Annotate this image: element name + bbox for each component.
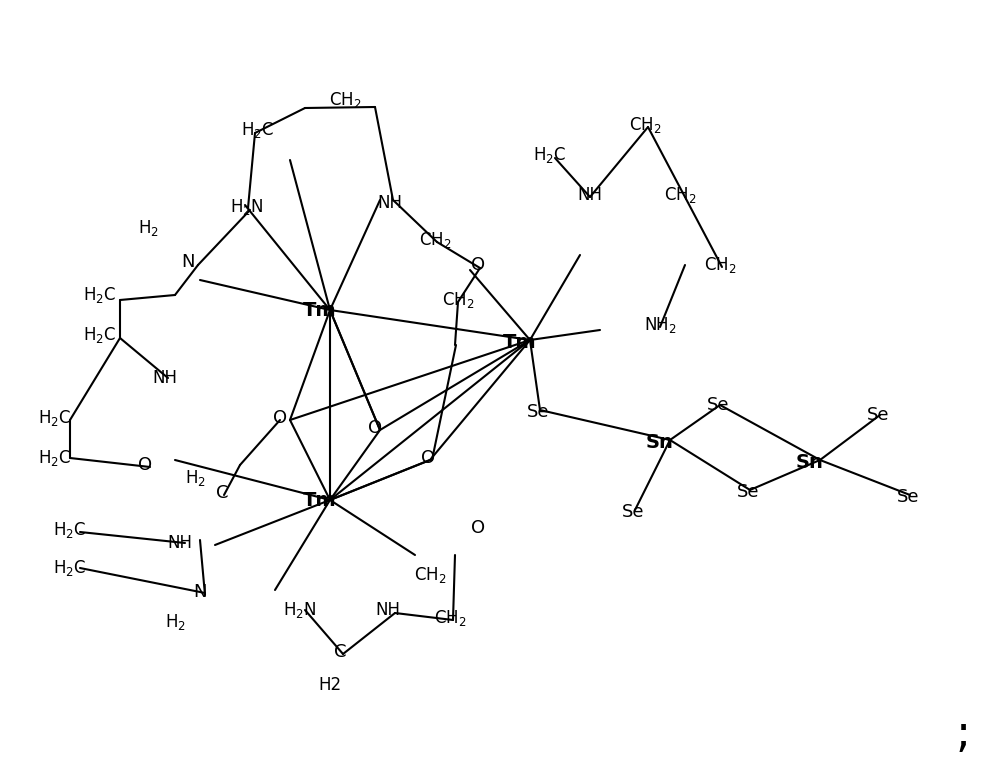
Text: H$_2$C: H$_2$C [38, 408, 72, 428]
Text: O: O [421, 449, 435, 467]
Text: O: O [138, 456, 152, 474]
Text: Se: Se [897, 488, 919, 506]
Text: CH$_2$: CH$_2$ [704, 255, 736, 275]
Text: H$_2$C: H$_2$C [53, 520, 87, 540]
Text: H$_2$C: H$_2$C [533, 145, 567, 165]
Text: H$_2$: H$_2$ [165, 612, 185, 632]
Text: N: N [193, 583, 207, 601]
Text: CH$_2$: CH$_2$ [414, 565, 446, 585]
Text: Se: Se [737, 483, 759, 501]
Text: C: C [334, 643, 346, 661]
Text: CH$_2$: CH$_2$ [664, 185, 696, 205]
Text: NH: NH [152, 369, 178, 387]
Text: H$_2$C: H$_2$C [53, 558, 87, 578]
Text: NH: NH [376, 601, 400, 619]
Text: Tm: Tm [503, 333, 537, 351]
Text: CH$_2$: CH$_2$ [419, 230, 451, 250]
Text: NH: NH [168, 534, 192, 552]
Text: O: O [368, 419, 382, 437]
Text: NH$_2$: NH$_2$ [644, 315, 676, 335]
Text: NH: NH [378, 194, 402, 212]
Text: Se: Se [622, 503, 644, 521]
Text: Sn: Sn [796, 452, 824, 472]
Text: H$_2$C: H$_2$C [83, 285, 117, 305]
Text: H2: H2 [318, 676, 342, 694]
Text: H$_2$C: H$_2$C [38, 448, 72, 468]
Text: CH$_2$: CH$_2$ [629, 115, 661, 135]
Text: CH$_2$: CH$_2$ [434, 608, 466, 628]
Text: ;: ; [955, 714, 971, 757]
Text: O: O [471, 256, 485, 274]
Text: N: N [181, 253, 195, 271]
Text: O: O [273, 409, 287, 427]
Text: CH$_2$: CH$_2$ [442, 290, 474, 310]
Text: H$_2$C: H$_2$C [83, 325, 117, 345]
Text: Sn: Sn [646, 433, 674, 451]
Text: O: O [471, 519, 485, 537]
Text: H$_2$: H$_2$ [138, 218, 158, 238]
Text: C: C [216, 484, 228, 502]
Text: Se: Se [707, 396, 729, 414]
Text: H$_2$N: H$_2$N [283, 600, 317, 620]
Text: Se: Se [527, 403, 549, 421]
Text: Se: Se [867, 406, 889, 424]
Text: Tm: Tm [303, 490, 337, 509]
Text: H$_2$N: H$_2$N [230, 197, 264, 217]
Text: CH$_2$: CH$_2$ [329, 90, 361, 110]
Text: H$_2$: H$_2$ [185, 468, 205, 488]
Text: NH: NH [578, 186, 602, 204]
Text: Tm: Tm [303, 301, 337, 319]
Text: H$_2$C: H$_2$C [241, 120, 275, 140]
